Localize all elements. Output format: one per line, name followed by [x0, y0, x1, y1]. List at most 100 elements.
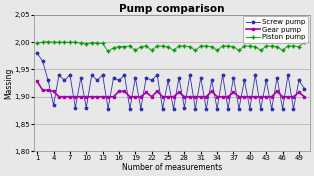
Screw pump — [232, 77, 236, 79]
Screw pump — [155, 74, 159, 76]
Screw pump — [68, 74, 72, 76]
Screw pump — [73, 107, 77, 109]
Gear pump — [215, 96, 219, 98]
Screw pump — [41, 60, 45, 62]
Legend: Screw pump, Gear pump, Piston pump: Screw pump, Gear pump, Piston pump — [243, 16, 308, 43]
Screw pump — [150, 79, 154, 81]
Screw pump — [281, 108, 284, 110]
Screw pump — [133, 77, 137, 79]
Piston pump — [221, 45, 225, 47]
Piston pump — [35, 42, 39, 44]
Piston pump — [182, 45, 186, 47]
Gear pump — [302, 96, 306, 98]
Gear pump — [57, 96, 61, 98]
Screw pump — [62, 79, 66, 81]
Screw pump — [172, 108, 176, 110]
Gear pump — [297, 91, 301, 93]
Piston pump — [52, 41, 56, 43]
Screw pump — [253, 74, 257, 76]
Gear pump — [259, 96, 263, 98]
Gear pump — [73, 96, 77, 98]
Gear pump — [35, 80, 39, 83]
Piston pump — [117, 46, 121, 48]
Gear pump — [155, 90, 159, 92]
Gear pump — [221, 96, 225, 98]
Screw pump — [297, 79, 301, 81]
Gear pump — [161, 96, 165, 98]
Screw pump — [182, 107, 186, 109]
Gear pump — [204, 96, 208, 98]
Screw pump — [215, 108, 219, 110]
Piston pump — [62, 41, 66, 43]
Piston pump — [281, 49, 284, 51]
Piston pump — [297, 46, 301, 48]
Gear pump — [101, 96, 105, 98]
Piston pump — [46, 41, 50, 43]
Screw pump — [52, 104, 56, 106]
Piston pump — [237, 49, 241, 51]
Gear pump — [117, 90, 121, 92]
Gear pump — [166, 96, 170, 98]
Piston pump — [210, 46, 214, 48]
Gear pump — [139, 96, 143, 98]
Screw pump — [101, 74, 105, 76]
Screw pump — [95, 79, 99, 81]
Piston pump — [204, 45, 208, 47]
Gear pump — [84, 96, 88, 98]
Piston pump — [161, 45, 165, 47]
X-axis label: Number of measurements: Number of measurements — [122, 163, 222, 172]
Piston pump — [248, 45, 252, 47]
Screw pump — [204, 108, 208, 110]
Screw pump — [242, 79, 246, 81]
Piston pump — [172, 49, 176, 51]
Piston pump — [95, 42, 99, 44]
Screw pump — [188, 74, 192, 76]
Gear pump — [286, 96, 290, 98]
Gear pump — [133, 96, 137, 98]
Piston pump — [112, 47, 116, 49]
Piston pump — [275, 46, 279, 48]
Gear pump — [275, 90, 279, 92]
Piston pump — [292, 45, 295, 47]
Piston pump — [270, 45, 273, 47]
Gear pump — [182, 96, 186, 98]
Gear pump — [281, 96, 284, 98]
Screw pump — [112, 77, 116, 79]
Piston pump — [68, 41, 72, 43]
Screw pump — [117, 79, 121, 81]
Gear pump — [177, 91, 181, 93]
Piston pump — [215, 49, 219, 51]
Screw pump — [161, 108, 165, 110]
Piston pump — [302, 41, 306, 43]
Piston pump — [232, 46, 236, 48]
Screw pump — [286, 74, 290, 76]
Gear pump — [122, 90, 126, 92]
Gear pump — [112, 96, 116, 98]
Piston pump — [242, 45, 246, 47]
Piston pump — [128, 45, 132, 47]
Gear pump — [242, 96, 246, 98]
Piston pump — [101, 42, 105, 44]
Piston pump — [286, 45, 290, 47]
Piston pump — [155, 45, 159, 47]
Piston pump — [199, 45, 203, 47]
Gear pump — [232, 91, 236, 93]
Piston pump — [150, 49, 154, 51]
Gear pump — [150, 96, 154, 98]
Y-axis label: Massing: Massing — [4, 67, 13, 99]
Gear pump — [106, 96, 110, 98]
Gear pump — [68, 96, 72, 98]
Piston pump — [41, 41, 45, 43]
Screw pump — [199, 77, 203, 79]
Piston pump — [188, 46, 192, 48]
Screw pump — [248, 108, 252, 110]
Screw pump — [128, 108, 132, 110]
Piston pump — [90, 42, 94, 44]
Piston pump — [84, 43, 88, 45]
Screw pump — [122, 74, 126, 76]
Line: Piston pump: Piston pump — [35, 40, 306, 53]
Gear pump — [90, 96, 94, 98]
Gear pump — [253, 96, 257, 98]
Gear pump — [128, 96, 132, 98]
Gear pump — [237, 96, 241, 98]
